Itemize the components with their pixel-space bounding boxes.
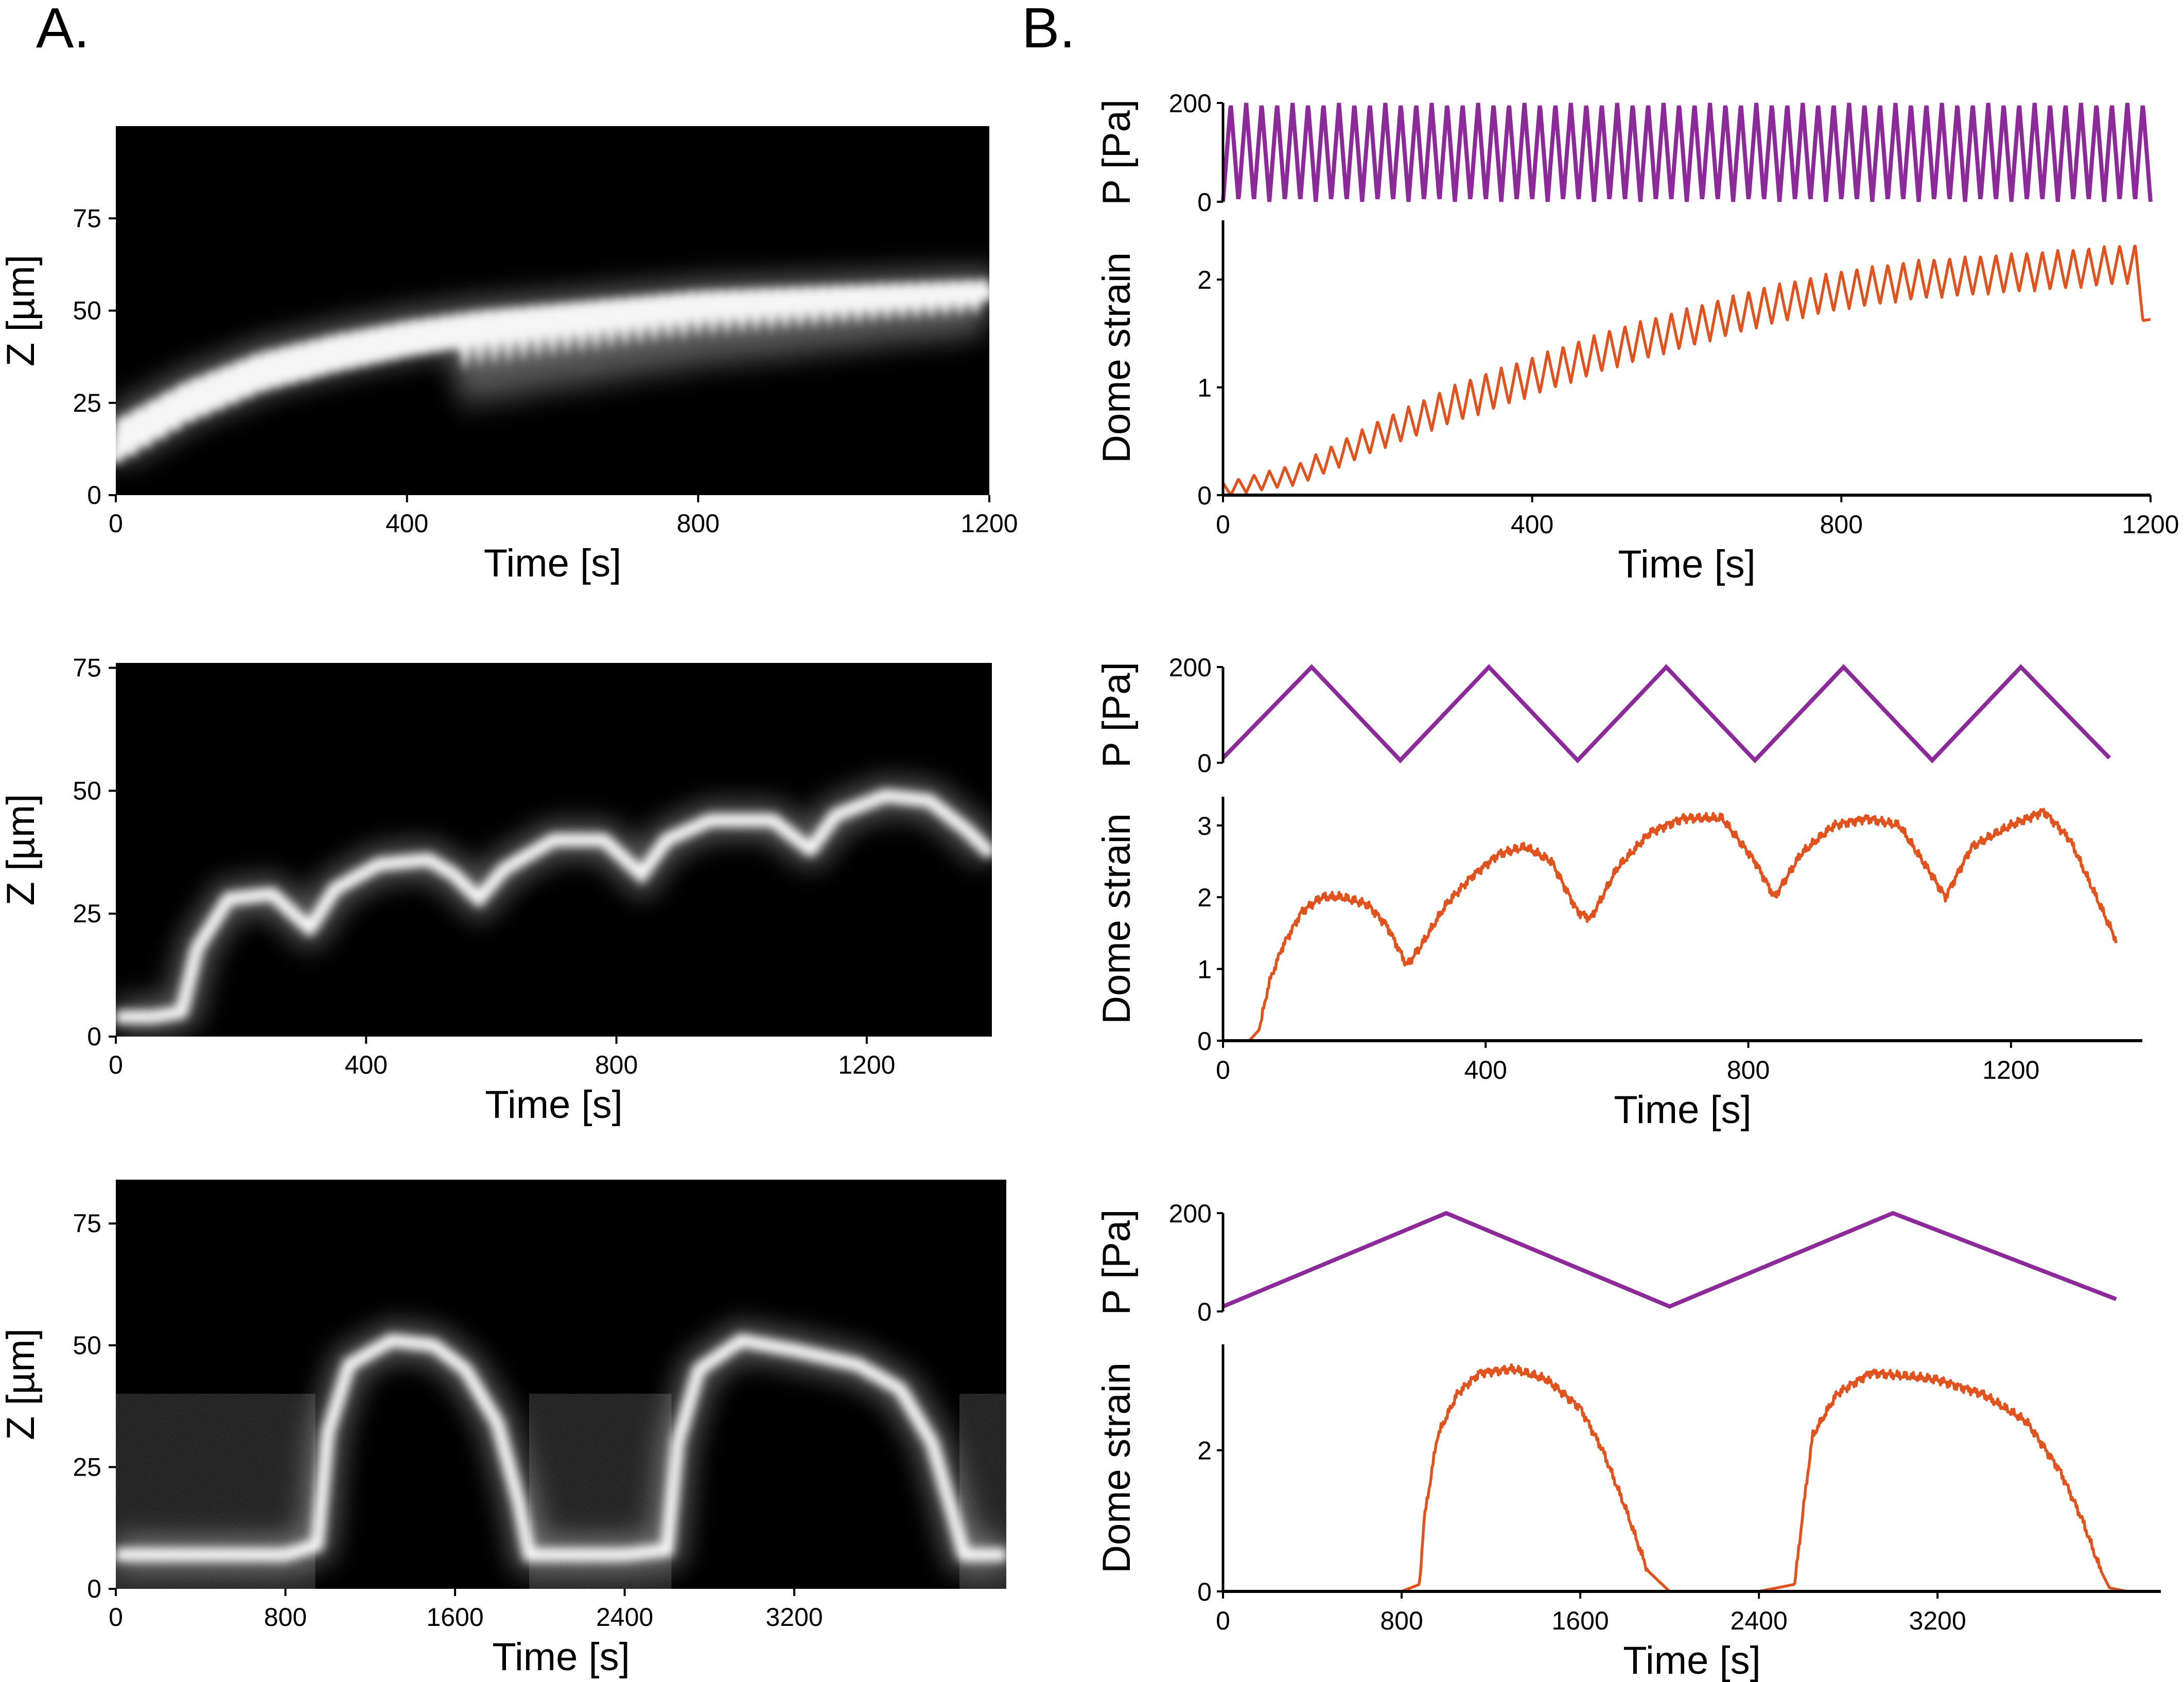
x-tick-label: 0	[109, 1603, 123, 1632]
x-tick-label: 400	[386, 509, 428, 538]
y-tick-label: 50	[73, 776, 101, 805]
y-tick-label: 25	[73, 389, 101, 417]
x-tick-label: 800	[595, 1050, 638, 1079]
x-axis-label: Time [s]	[1614, 1088, 1751, 1132]
strain-y-tick-label: 0	[1197, 1027, 1212, 1056]
strain-y-tick-label: 0	[1197, 1578, 1212, 1606]
x-tick-label: 400	[1464, 1056, 1507, 1084]
x-tick-label: 0	[1216, 1606, 1230, 1635]
strain-y-tick-label: 2	[1197, 266, 1212, 294]
pressure-y-tick-label: 0	[1197, 749, 1212, 778]
x-tick-label: 400	[345, 1050, 388, 1079]
strain-y-tick-label: 2	[1197, 1436, 1212, 1465]
y-tick-label: 0	[87, 1022, 101, 1051]
x-tick-label: 400	[1511, 510, 1553, 539]
y-tick-label: 0	[87, 481, 101, 510]
y-tick-label: 75	[73, 654, 101, 682]
pressure-series	[1222, 1211, 2117, 1309]
strain-y-tick-label: 0	[1197, 481, 1212, 510]
x-tick-label: 1200	[2122, 510, 2179, 539]
pressure-y-tick-label: 200	[1169, 1199, 1212, 1228]
pressure-y-tick-label: 0	[1197, 188, 1212, 217]
strain-axis-label: Dome strain	[1095, 1362, 1139, 1573]
line-chart-2: 0 200 0 1 2 3 0 400 800 1200 Time [s] P [Pa] Dome st…	[1095, 653, 2142, 1132]
strain-axis-label: Dome strain	[1095, 813, 1139, 1024]
kymograph-2: 0 25 50 75 0 400 800 1200 Time [s] Z [µm]	[0, 654, 1005, 1127]
pressure-axis-label: P [Pa]	[1095, 662, 1139, 768]
strain-y-tick-label: 1	[1197, 955, 1212, 984]
strain-series	[1221, 244, 2152, 497]
x-tick-label: 2400	[596, 1603, 653, 1632]
x-tick-label: 1600	[426, 1603, 483, 1632]
pressure-axis-label: P [Pa]	[1095, 1210, 1139, 1316]
x-tick-label: 0	[1216, 510, 1230, 539]
y-tick-label: 75	[73, 204, 101, 233]
x-tick-label: 800	[1380, 1606, 1423, 1635]
y-tick-label: 25	[73, 1452, 101, 1481]
pressure-series	[1221, 664, 2111, 764]
x-tick-label: 0	[1216, 1056, 1230, 1084]
y-axis-label: Z [µm]	[0, 1328, 43, 1440]
strain-series	[1222, 1363, 2128, 1593]
strain-series	[1222, 808, 2118, 1042]
kymograph-axes: 0 25 50 75 0 400 800 1200 Time [s] Z [µm]	[0, 654, 895, 1127]
strain-y-tick-label: 2	[1197, 883, 1212, 912]
kymograph-1: 0 25 50 75 0 400 800 1200 Time [s] Z [µm]	[0, 126, 1018, 585]
x-tick-label: 800	[264, 1603, 307, 1632]
y-tick-label: 25	[73, 899, 101, 928]
panel-label-a: A.	[36, 0, 90, 60]
line-chart-1: 0 200 0 1 2 0 400 800 1200 Time [s] P [Pa] Dome str…	[1095, 89, 2179, 586]
x-tick-label: 1600	[1551, 1606, 1609, 1635]
x-axis-label: Time [s]	[1618, 542, 1755, 586]
strain-y-tick-label: 1	[1197, 374, 1212, 402]
x-tick-label: 1200	[1982, 1056, 2039, 1084]
x-axis-label: Time [s]	[485, 1083, 622, 1127]
pressure-y-tick-label: 0	[1197, 1298, 1212, 1326]
x-axis-label: Time [s]	[484, 541, 621, 585]
x-axis-label: Time [s]	[1623, 1639, 1760, 1682]
x-tick-label: 3200	[765, 1603, 823, 1632]
y-tick-label: 50	[73, 296, 101, 325]
kymograph-axes: 0 25 50 75 0 800 1600 2400 3200 Time [s] Z [µm]	[0, 1209, 823, 1679]
x-tick-label: 0	[109, 509, 123, 538]
strain-axis-label: Dome strain	[1095, 252, 1139, 463]
x-tick-label: 3200	[1909, 1606, 1966, 1635]
y-axis-label: Z [µm]	[0, 794, 43, 906]
pressure-series	[1221, 102, 2153, 202]
kymograph-band	[116, 1334, 1006, 1562]
line-chart-axes: 0 200 0 2 0 800 1600 2400 3200 Time [s] P [Pa] Dome…	[1095, 1199, 2161, 1682]
x-tick-label: 800	[1820, 510, 1863, 539]
panel-label-b: B.	[1022, 0, 1075, 60]
kymograph-band	[109, 279, 995, 463]
x-tick-label: 1200	[960, 509, 1018, 538]
kymograph-axes: 0 25 50 75 0 400 800 1200 Time [s] Z [µm]	[0, 204, 1018, 585]
line-chart-axes: 0 200 0 1 2 3 0 400 800 1200 Time [s] P [Pa] Dome st…	[1095, 653, 2142, 1132]
x-tick-label: 0	[109, 1050, 123, 1079]
x-tick-label: 800	[677, 509, 720, 538]
pressure-y-tick-label: 200	[1169, 653, 1212, 682]
strain-y-tick-label: 3	[1197, 812, 1212, 840]
y-tick-label: 75	[73, 1209, 101, 1238]
kymograph-band	[116, 789, 997, 1024]
y-tick-label: 0	[87, 1574, 101, 1603]
x-axis-label: Time [s]	[492, 1635, 630, 1679]
kymograph-3: 0 25 50 75 0 800 1600 2400 3200 Time [s] Z [µm]	[0, 1180, 1006, 1679]
pressure-y-tick-label: 200	[1169, 89, 1212, 118]
line-chart-3: 0 200 0 2 0 800 1600 2400 3200 Time [s] P [Pa] Dome…	[1095, 1199, 2161, 1682]
x-tick-label: 800	[1727, 1056, 1770, 1084]
x-tick-label: 1200	[838, 1050, 895, 1079]
pressure-axis-label: P [Pa]	[1095, 99, 1139, 205]
line-chart-axes: 0 200 0 1 2 0 400 800 1200 Time [s] P [Pa] Dome str…	[1095, 89, 2179, 586]
x-tick-label: 2400	[1731, 1606, 1788, 1635]
y-axis-label: Z [µm]	[0, 255, 43, 366]
y-tick-label: 50	[73, 1331, 101, 1360]
